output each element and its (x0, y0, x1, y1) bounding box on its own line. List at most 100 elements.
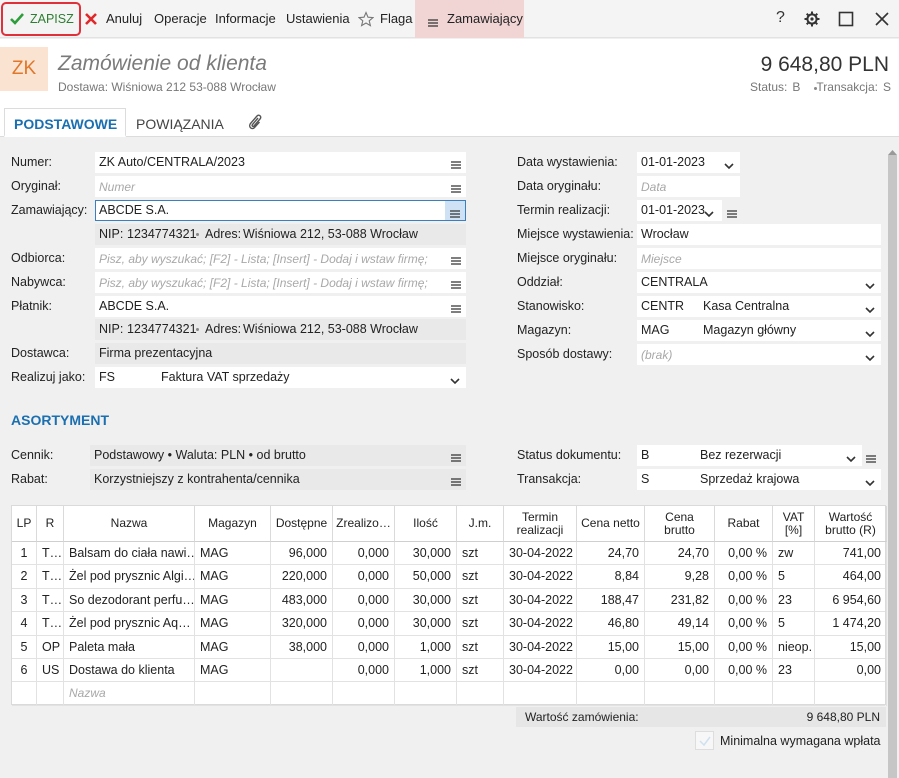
menu-icon-shape (866, 456, 876, 462)
input-field[interactable]: ZK Auto/CENTRALA/2023 (95, 152, 466, 173)
input-field[interactable]: Numer (95, 176, 466, 197)
save-button[interactable]: ZAPISZ (1, 2, 81, 36)
input-field[interactable]: Data (637, 176, 740, 197)
flag-button[interactable]: Flaga (380, 11, 413, 26)
table-row[interactable]: 3T…So dezodorant perfu…MAG483,0000,00030… (12, 589, 885, 612)
table-row[interactable]: 6USDostawa do klientaMAG0,0001,000szt30-… (12, 659, 885, 682)
input-field[interactable]: CENTRKasa Centralna (637, 296, 881, 317)
column-header[interactable]: LP (12, 506, 37, 542)
field-menu-button[interactable] (446, 445, 466, 466)
field-code: CENTR (641, 299, 684, 313)
table-cell: 30-04-2022 (504, 612, 577, 635)
column-header[interactable]: Ilość (395, 506, 457, 542)
table-row[interactable]: Nazwa (12, 682, 885, 705)
toolbar-menu-item[interactable]: Informacje (215, 11, 276, 26)
field-menu-button[interactable] (446, 296, 466, 317)
menu-icon-shape (451, 162, 461, 168)
table-cell: zw (773, 542, 815, 565)
table-cell: 15,00 (645, 636, 715, 659)
nip-label: NIP: (99, 322, 123, 336)
table-cell: MAG (195, 589, 271, 612)
table-row[interactable]: 4T…Żel pod prysznic Aq…MAG320,0000,00030… (12, 612, 885, 635)
dropdown-arrow-shape (724, 161, 734, 171)
cancel-button[interactable]: Anuluj (106, 11, 142, 26)
field-menu-button[interactable] (446, 469, 466, 490)
input-field[interactable]: CENTRALA (637, 272, 881, 293)
field-label: Rabat: (11, 472, 48, 486)
column-header[interactable]: Wartość brutto (R) (815, 506, 887, 542)
table-cell: 30-04-2022 (504, 659, 577, 682)
field-label: Status dokumentu: (517, 448, 621, 462)
scrollbar-thumb (888, 155, 897, 778)
table-cell (645, 682, 715, 705)
column-header[interactable]: Cena brutto (645, 506, 715, 542)
table-cell: 50,000 (395, 565, 457, 588)
table-cell (815, 682, 887, 705)
field-label: Nabywca: (11, 275, 66, 289)
field-menu-button[interactable] (446, 248, 466, 269)
tab-label[interactable]: POWIĄZANIA (136, 116, 224, 132)
column-header[interactable]: Rabat (715, 506, 773, 542)
column-header[interactable]: J.m. (457, 506, 504, 542)
checkbox-label[interactable]: Minimalna wymagana wpłata (720, 734, 881, 748)
help-button[interactable]: ? (776, 9, 785, 27)
input-field[interactable]: Miejsce (637, 248, 881, 269)
checkbox[interactable] (695, 731, 714, 750)
client-menu-button[interactable]: Zamawiający (447, 11, 523, 26)
cancel-icon-shape (86, 14, 96, 24)
dropdown-arrow (846, 451, 856, 469)
input-field[interactable]: ABCDE S.A. (95, 296, 466, 317)
table-cell: MAG (195, 612, 271, 635)
field-menu-button[interactable] (446, 272, 466, 293)
input-field[interactable]: ABCDE S.A. (95, 200, 466, 221)
input-field[interactable]: 01-01-2023 (637, 200, 722, 221)
input-field[interactable]: BBez rezerwacji (637, 445, 862, 466)
field-menu-button[interactable] (446, 152, 466, 173)
column-header[interactable]: Termin realizacji (504, 506, 577, 542)
table-cell: szt (457, 636, 504, 659)
table-row[interactable]: 5OPPaleta małaMAG38,0000,0001,000szt30-0… (12, 636, 885, 659)
field-value: Wrocław (641, 227, 689, 241)
column-header[interactable]: Nazwa (64, 506, 195, 542)
input-field[interactable]: Korzystniejszy z kontrahenta/cennika (90, 469, 466, 490)
field-menu-button[interactable] (445, 201, 465, 220)
close-button-shape (874, 11, 890, 27)
table-cell: 0,00 % (715, 589, 773, 612)
dropdown-arrow-shape (866, 356, 874, 360)
dropdown-arrow (450, 373, 460, 391)
table-row[interactable]: 1T…Balsam do ciała nawi…MAG96,0000,00030… (12, 542, 885, 565)
table-row[interactable]: 2T…Żel pod prysznic Algi…MAG220,0000,000… (12, 565, 885, 588)
input-field[interactable]: FSFaktura VAT sprzedaży (95, 367, 466, 388)
input-field[interactable]: Podstawowy • Waluta: PLN • od brutto (90, 445, 466, 466)
table-cell: 320,000 (271, 612, 333, 635)
column-header[interactable]: R (37, 506, 64, 542)
menu-icon (450, 206, 460, 224)
input-field[interactable]: Wrocław (637, 224, 881, 245)
input-field[interactable]: MAGMagazyn główny (637, 320, 881, 341)
column-header[interactable]: VAT [%] (773, 506, 815, 542)
input-field[interactable]: Pisz, aby wyszukać; [F2] - Lista; [Inser… (95, 272, 466, 293)
dropdown-arrow-shape (865, 305, 875, 315)
table-cell: 220,000 (271, 565, 333, 588)
dropdown-arrow-shape (865, 478, 875, 488)
input-field[interactable]: SSprzedaż krajowa (637, 469, 881, 490)
toolbar-menu-item[interactable]: Operacje (154, 11, 207, 26)
menu-icon-shape (727, 209, 737, 219)
input-field[interactable]: 01-01-2023 (637, 152, 740, 173)
column-header[interactable]: Dostępne (271, 506, 333, 542)
table-cell: 2 (12, 565, 37, 588)
column-header[interactable]: Cena netto (577, 506, 645, 542)
menu-icon-shape (451, 184, 461, 194)
checkbox-mark-shape (698, 734, 712, 748)
column-header[interactable]: Magazyn (195, 506, 271, 542)
field-label: Odbiorca: (11, 251, 65, 265)
input-field[interactable]: (brak) (637, 344, 881, 365)
info-row: NIP:1234774321Adres:Wiśniowa 212, 53-088… (95, 224, 466, 245)
toolbar-menu-item[interactable]: Ustawienia (286, 11, 350, 26)
menu-icon-shape (451, 258, 461, 264)
tab-label[interactable]: PODSTAWOWE (14, 116, 117, 132)
input-field[interactable]: Pisz, aby wyszukać; [F2] - Lista; [Inser… (95, 248, 466, 269)
column-header[interactable]: Zrealizo… (333, 506, 395, 542)
field-menu-button[interactable] (446, 176, 466, 197)
input-field[interactable]: Firma prezentacyjna (95, 343, 466, 364)
